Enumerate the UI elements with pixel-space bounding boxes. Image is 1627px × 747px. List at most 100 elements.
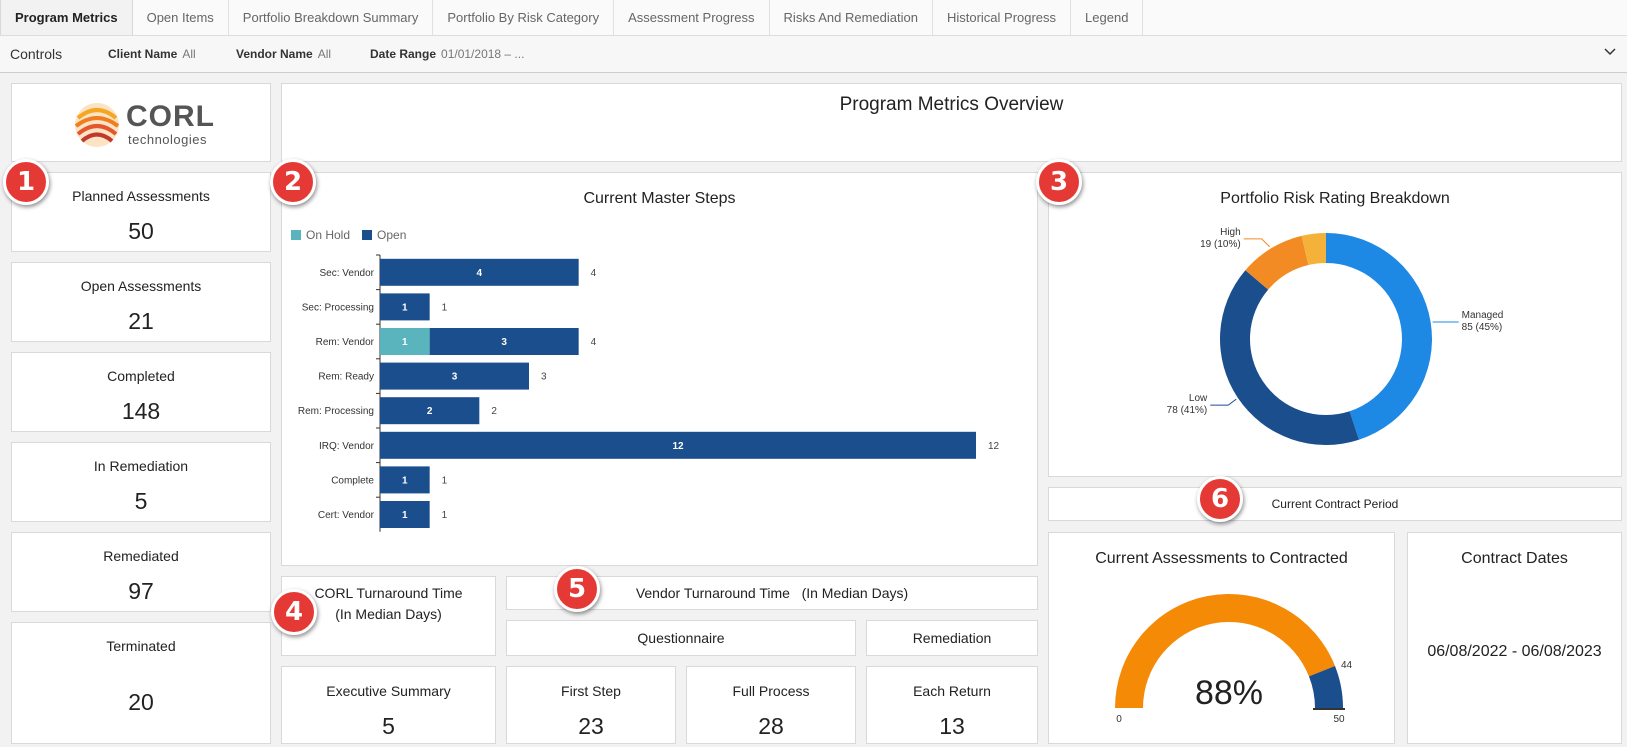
annotation-badge-5: 5 <box>554 566 600 612</box>
logo-panel: CORL technologies <box>11 83 271 162</box>
chevron-down-icon[interactable] <box>1603 44 1617 58</box>
gauge-fill-arc <box>1115 594 1335 708</box>
bar-value-label: 3 <box>452 372 458 383</box>
legend-swatch-on-hold <box>291 230 301 240</box>
legend-label-on-hold: On Hold <box>306 228 351 242</box>
tab-portfolio-by-risk-category[interactable]: Portfolio By Risk Category <box>433 0 615 35</box>
bar-value-label: 3 <box>501 337 507 348</box>
bar-value-label: 1 <box>402 302 408 313</box>
bar-segment <box>380 293 430 321</box>
annotation-badge-4: 4 <box>271 589 317 635</box>
metric-full-process: Full Process 28 <box>686 666 856 744</box>
bar-segment <box>380 431 976 459</box>
contract-period-title: Current Contract Period <box>1271 497 1399 511</box>
date-range-label: Date Range <box>370 47 437 61</box>
page-title: Program Metrics Overview <box>839 94 1064 115</box>
legend-label-open: Open <box>377 228 407 242</box>
vendor-name-label: Vendor Name <box>236 47 313 61</box>
kpi-value: 5 <box>134 488 148 514</box>
metric-value: 13 <box>939 713 965 739</box>
tab-program-metrics[interactable]: Program Metrics <box>0 0 133 35</box>
questionnaire-title: Questionnaire <box>637 630 725 646</box>
bar-value-label: 1 <box>402 510 408 521</box>
kpi-title: In Remediation <box>93 458 189 474</box>
bar-value-label: 1 <box>402 475 408 486</box>
assessments-gauge: 88% 0 50 44 <box>1115 594 1353 725</box>
bar-segment <box>429 328 579 355</box>
annotation-badge-2: 2 <box>270 159 316 205</box>
metric-title: First Step <box>561 683 621 699</box>
master-steps-title: Current Master Steps <box>583 190 736 207</box>
category-label: Rem: Vendor <box>316 337 375 348</box>
controls-bar: Controls Client Name All Vendor Name All D… <box>0 36 1627 73</box>
date-range-value: 01/01/2018 – ... <box>441 47 525 61</box>
donut-slice <box>1220 270 1359 446</box>
remediation-panel: Remediation <box>866 620 1038 656</box>
client-name-filter[interactable]: Client Name All <box>108 47 196 61</box>
kpi-value: 20 <box>128 689 154 715</box>
vendor-turnaround-title: Vendor Turnaround Time (In Median Days) <box>635 585 909 601</box>
donut-slice-value: 19 (10%) <box>1200 239 1241 250</box>
chart-legend: On Hold Open <box>291 228 406 242</box>
date-range-filter[interactable]: Date Range 01/01/2018 – ... <box>370 47 524 61</box>
corl-turnaround-line2: (In Median Days) <box>335 606 442 622</box>
gauge-min-label: 0 <box>1116 714 1122 725</box>
vendor-name-filter[interactable]: Vendor Name All <box>236 47 331 61</box>
bar-total-label: 4 <box>591 337 597 348</box>
bar-total-label: 1 <box>442 510 448 521</box>
tab-historical-progress[interactable]: Historical Progress <box>933 0 1072 35</box>
donut-slice <box>1326 233 1432 440</box>
metric-title: Each Return <box>913 683 991 699</box>
gauge-panel: Current Assessments to Contracted 88% 0 50… <box>1048 532 1395 744</box>
annotation-badge-1: 1 <box>3 159 49 205</box>
metric-value: 5 <box>382 713 395 739</box>
gauge-percent-label: 88% <box>1195 674 1263 712</box>
tab-open-items[interactable]: Open Items <box>133 0 229 35</box>
kpi-title: Remediated <box>103 548 179 564</box>
tab-assessment-progress[interactable]: Assessment Progress <box>614 0 770 35</box>
kpi-value: 148 <box>121 398 161 424</box>
master-steps-chart: Sec: Vendor 4 4 Sec: Processing 1 1 Rem: Vendo… <box>298 254 1000 532</box>
tab-bar: Program Metrics Open Items Portfolio Bre… <box>0 0 1627 36</box>
metric-title: Full Process <box>732 683 810 699</box>
bar-segment <box>380 362 529 390</box>
tab-legend[interactable]: Legend <box>1071 0 1144 35</box>
bar-value-label: 2 <box>427 406 433 417</box>
tab-portfolio-breakdown-summary[interactable]: Portfolio Breakdown Summary <box>229 0 434 35</box>
remediation-title: Remediation <box>912 630 992 646</box>
contract-dates-panel: Contract Dates 06/08/2022 - 06/08/2023 <box>1407 532 1622 744</box>
metric-title: Executive Summary <box>326 683 451 699</box>
bar-total-label: 3 <box>541 372 547 383</box>
corl-logo-icon <box>74 103 120 147</box>
kpi-planned-assessments: Planned Assessments 50 <box>11 172 271 252</box>
kpi-value: 21 <box>128 308 154 334</box>
kpi-value: 50 <box>128 218 154 244</box>
contract-period-panel: Current Contract Period <box>1048 487 1622 521</box>
kpi-remediated: Remediated 97 <box>11 532 271 612</box>
bar-total-label: 4 <box>591 268 597 279</box>
donut-slice <box>1301 233 1326 266</box>
kpi-in-remediation: In Remediation 5 <box>11 442 271 522</box>
kpi-completed: Completed 148 <box>11 352 271 432</box>
controls-title: Controls <box>10 46 63 62</box>
metric-executive-summary: Executive Summary 5 <box>281 666 496 744</box>
category-label: Rem: Processing <box>298 406 374 417</box>
bar-segment <box>380 501 430 528</box>
bar-total-label: 2 <box>491 406 497 417</box>
tab-risks-and-remediation[interactable]: Risks And Remediation <box>770 0 933 35</box>
bar-total-label: 12 <box>988 441 1000 452</box>
bar-total-label: 1 <box>442 302 448 313</box>
category-label: Sec: Processing <box>302 302 374 313</box>
category-label: Complete <box>331 475 374 486</box>
kpi-open-assessments: Open Assessments 21 <box>11 262 271 342</box>
kpi-title: Planned Assessments <box>72 188 210 204</box>
kpi-terminated: Terminated 20 <box>11 622 271 744</box>
gauge-title: Current Assessments to Contracted <box>1095 550 1348 567</box>
risk-breakdown-panel: Portfolio Risk Rating Breakdown Managed 8… <box>1048 172 1622 477</box>
gauge-value-label: 44 <box>1341 660 1353 671</box>
corl-turnaround-line1: CORL Turnaround Time <box>314 585 463 601</box>
bar-value-label: 1 <box>402 337 408 348</box>
kpi-title: Completed <box>107 368 175 384</box>
bar-segment <box>380 328 430 355</box>
risk-breakdown-title: Portfolio Risk Rating Breakdown <box>1220 190 1450 207</box>
